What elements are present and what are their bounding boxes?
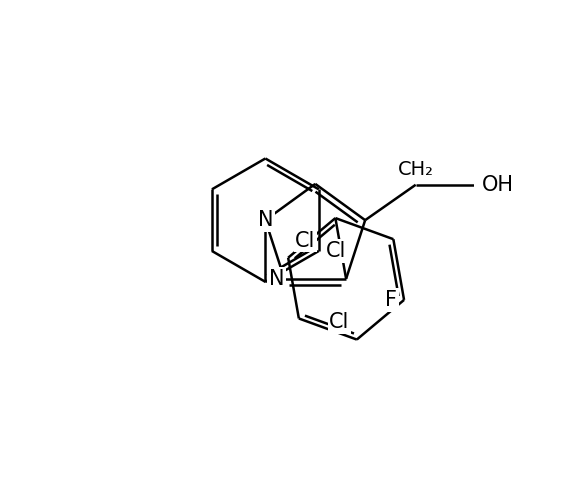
Text: Cl: Cl [329, 312, 350, 333]
Text: OH: OH [482, 175, 514, 195]
Text: Cl: Cl [295, 230, 315, 251]
Text: N: N [258, 210, 273, 230]
Text: F: F [385, 290, 397, 310]
Text: CH₂: CH₂ [398, 160, 434, 179]
Text: N: N [269, 269, 285, 289]
Text: Cl: Cl [326, 241, 346, 261]
